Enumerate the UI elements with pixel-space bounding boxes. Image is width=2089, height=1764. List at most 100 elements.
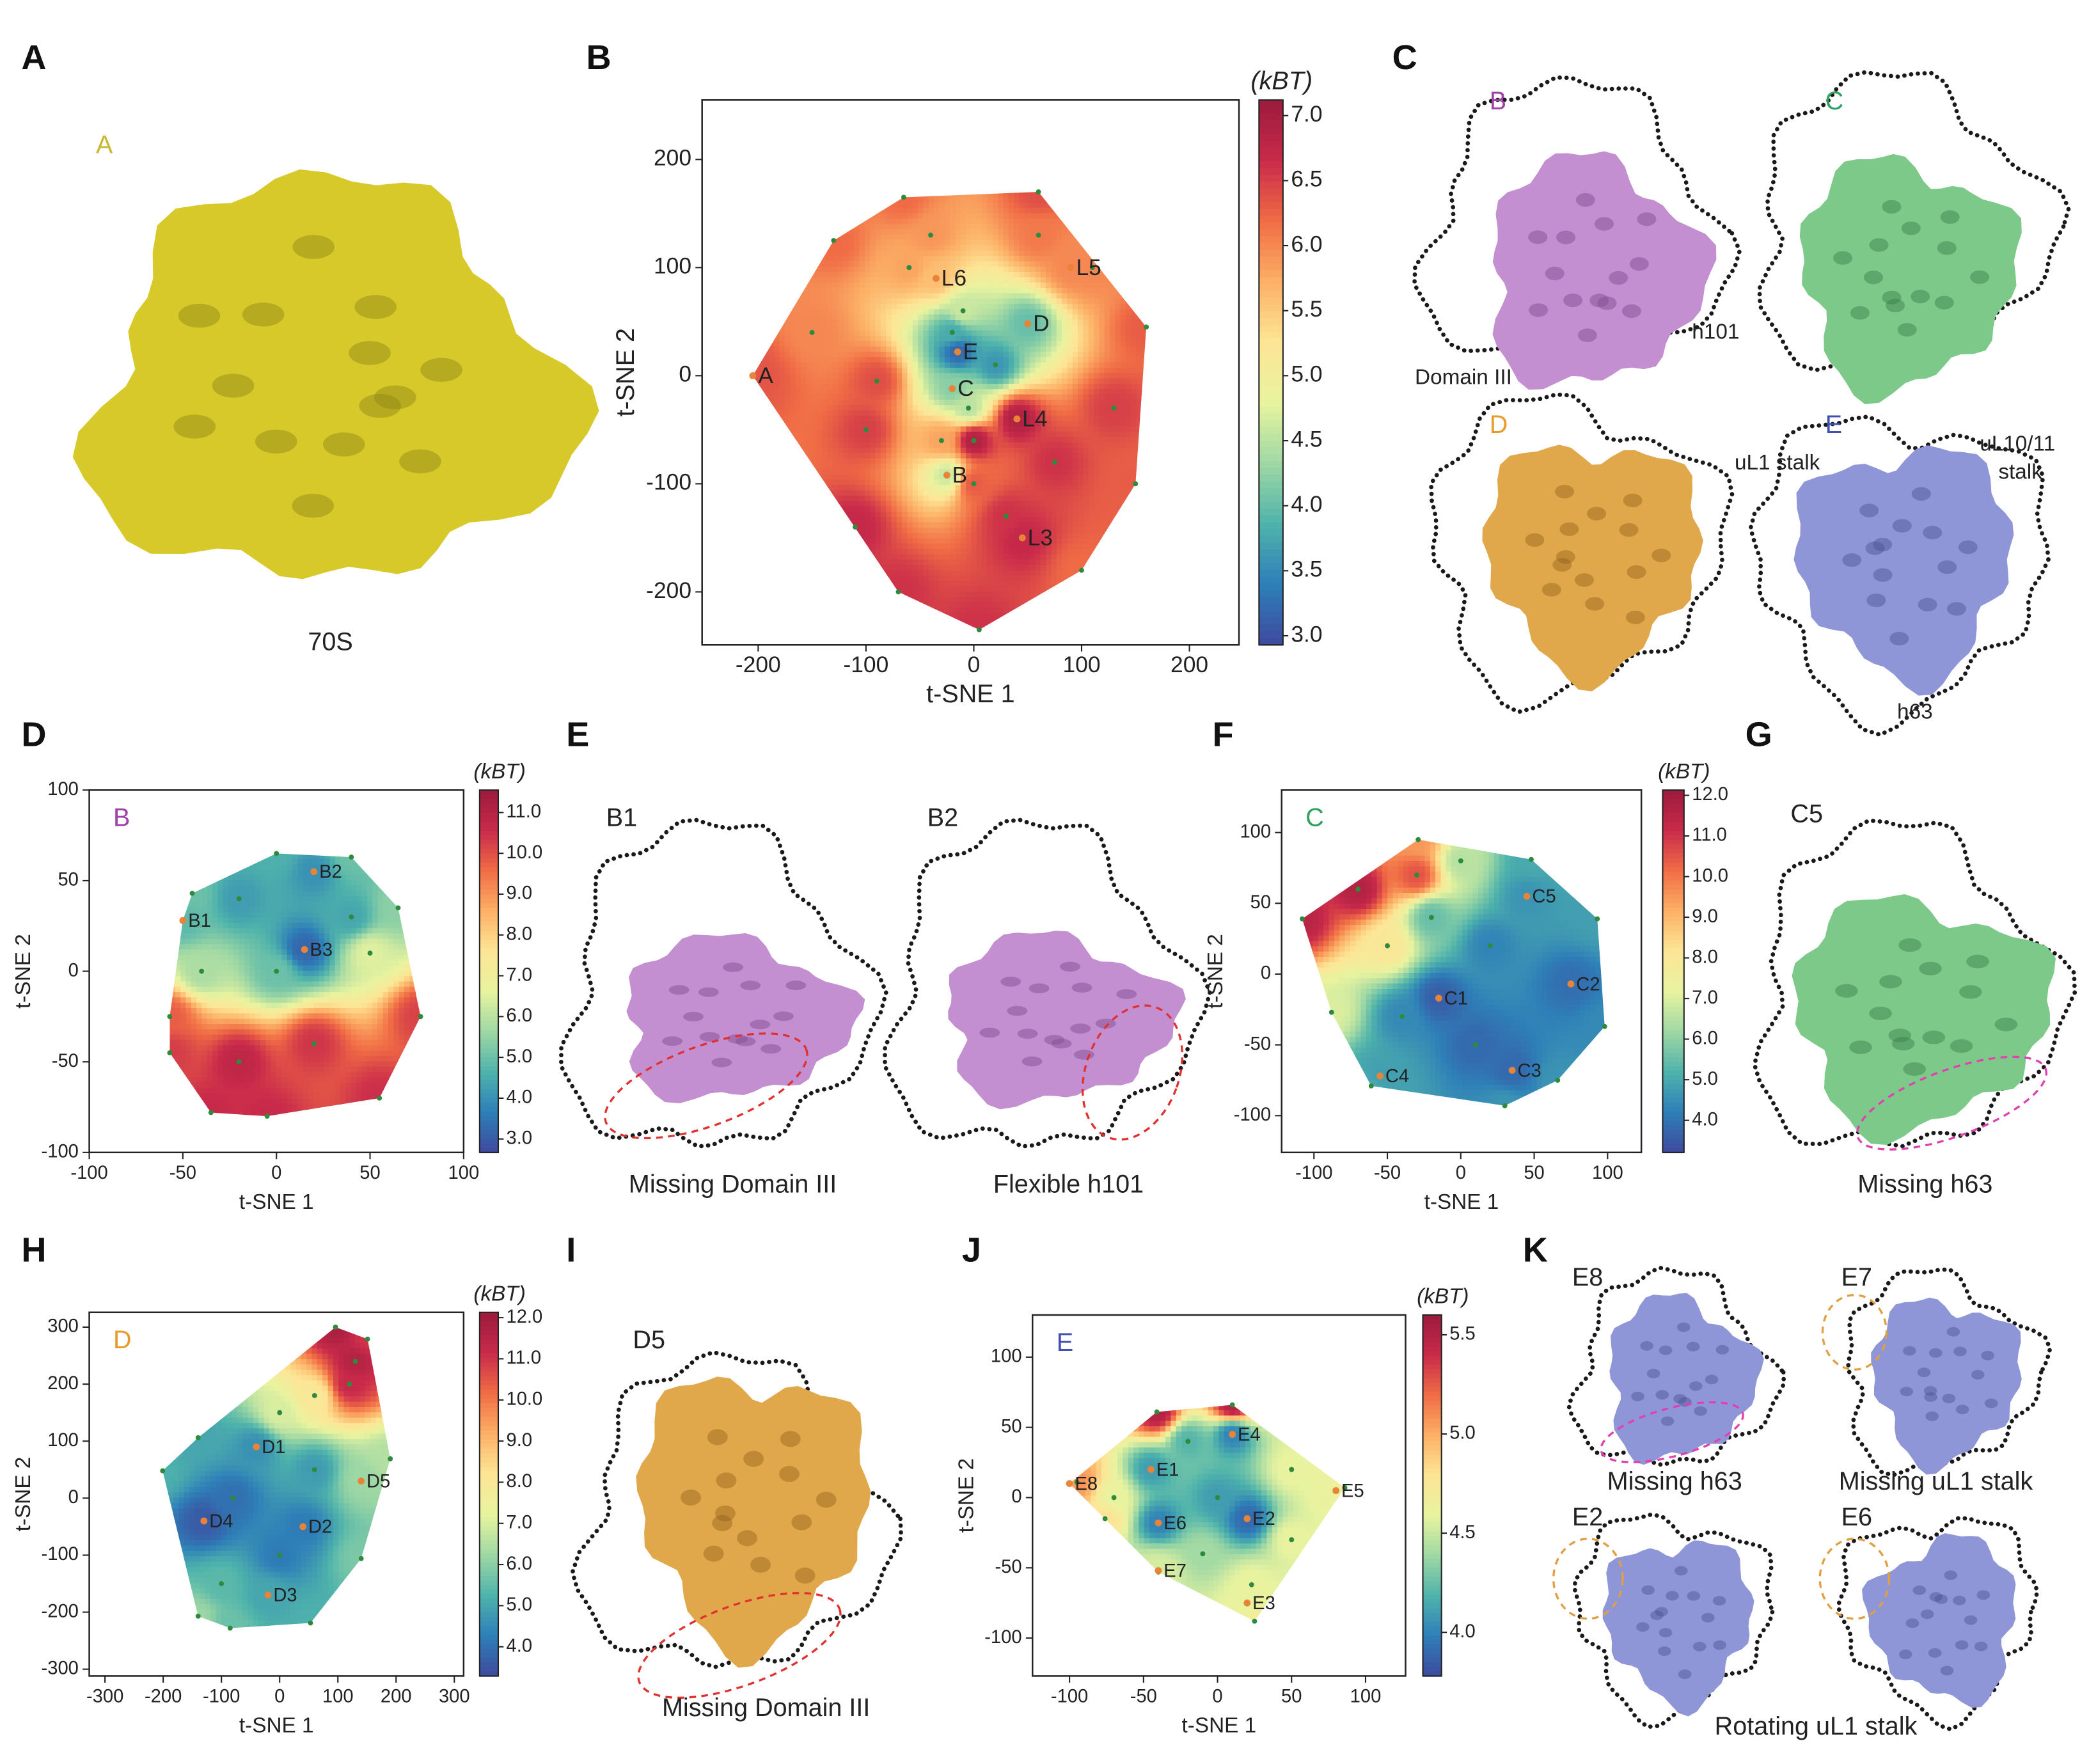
surface-cell [918,271,924,278]
surface-cell [982,447,988,454]
surface-cell [1126,314,1132,321]
surface-cell [939,431,946,438]
surface-cell [870,447,876,454]
surface-cell [950,506,956,513]
surface-cell [955,447,962,454]
surface-cell [950,399,956,406]
sample-point [1133,481,1139,487]
surface-cell [880,469,887,475]
surface-cell [864,282,871,289]
surface-cell [1083,373,1090,379]
surface-cell [1051,325,1058,331]
surface-cell [1126,399,1132,406]
surface-cell [976,474,983,481]
state-point [1013,415,1021,423]
surface-cell [768,341,775,347]
surface-cell [870,245,876,251]
surface-cell [907,479,914,486]
surface-cell [843,506,850,513]
density-map [626,933,865,1103]
sample-point [976,627,982,633]
surface-cell [859,485,866,491]
surface-cell [987,463,994,470]
surface-cell [1078,426,1084,433]
surface-cell [950,511,956,518]
surface-cell [1056,410,1063,417]
surface-cell [207,901,214,908]
surface-cell [971,549,978,555]
colorbar-strip [1259,182,1283,190]
surface-cell [960,613,967,619]
surface-cell [1104,453,1111,459]
surface-cell [854,239,860,246]
surface-cell [816,357,823,363]
surface-cell [832,485,839,491]
surface-cell [998,266,1004,273]
surface-cell [1083,362,1090,369]
surface-cell [934,367,940,374]
surface-cell [1019,383,1026,390]
surface-cell [976,437,983,443]
surface-cell [955,458,962,465]
surface-cell [864,330,871,337]
surface-cell [1035,357,1042,363]
surface-cell [944,463,951,470]
surface-cell [1078,517,1084,523]
surface-cell [1014,373,1020,379]
surface-cell [816,426,823,433]
surface-cell [196,912,203,918]
surface-cell [960,213,967,219]
surface-cell [902,511,908,518]
surface-cell [955,239,962,246]
density-map [1792,894,2056,1146]
surface-cell [912,394,919,401]
density-texture [1686,1341,1700,1351]
surface-cell [201,1002,208,1009]
surface-cell [992,314,999,321]
surface-cell [800,367,807,374]
surface-cell [976,362,983,369]
surface-cell [886,501,892,507]
surface-cell [1030,522,1036,529]
surface-cell [1088,399,1095,406]
surface-cell [832,335,839,342]
surface-cell [955,410,962,417]
surface-cell [201,1072,208,1078]
surface-cell [875,373,882,379]
surface-cell [950,202,956,209]
surface-cell [870,287,876,294]
surface-cell [923,517,930,523]
surface-cell [201,970,208,977]
surface-cell [1056,261,1063,267]
density-texture [322,432,365,457]
surface-cell [1046,421,1052,427]
density-texture [1929,1592,1943,1602]
surface-cell [864,378,871,385]
surface-cell [790,415,796,422]
surface-cell [870,314,876,321]
surface-cell [960,565,967,571]
surface-cell [987,239,994,246]
state-point [949,385,956,393]
surface-cell [1024,570,1031,577]
surface-cell [1030,538,1036,545]
surface-cell [768,399,775,406]
surface-cell [928,469,935,475]
surface-cell [896,415,903,422]
surface-cell [880,223,887,230]
surface-cell [960,570,967,577]
surface-cell [1024,245,1031,251]
surface-cell [971,223,978,230]
surface-cell [891,325,898,331]
surface-cell [201,1034,208,1041]
surface-cell [955,565,962,571]
surface-cell [854,426,860,433]
surface-cell [955,586,962,593]
surface-cell [902,474,908,481]
surface-cell [992,367,999,374]
surface-cell [1062,538,1068,545]
surface-cell [891,303,898,310]
surface-cell [1008,607,1015,614]
surface-cell [843,325,850,331]
surface-cell [891,415,898,422]
